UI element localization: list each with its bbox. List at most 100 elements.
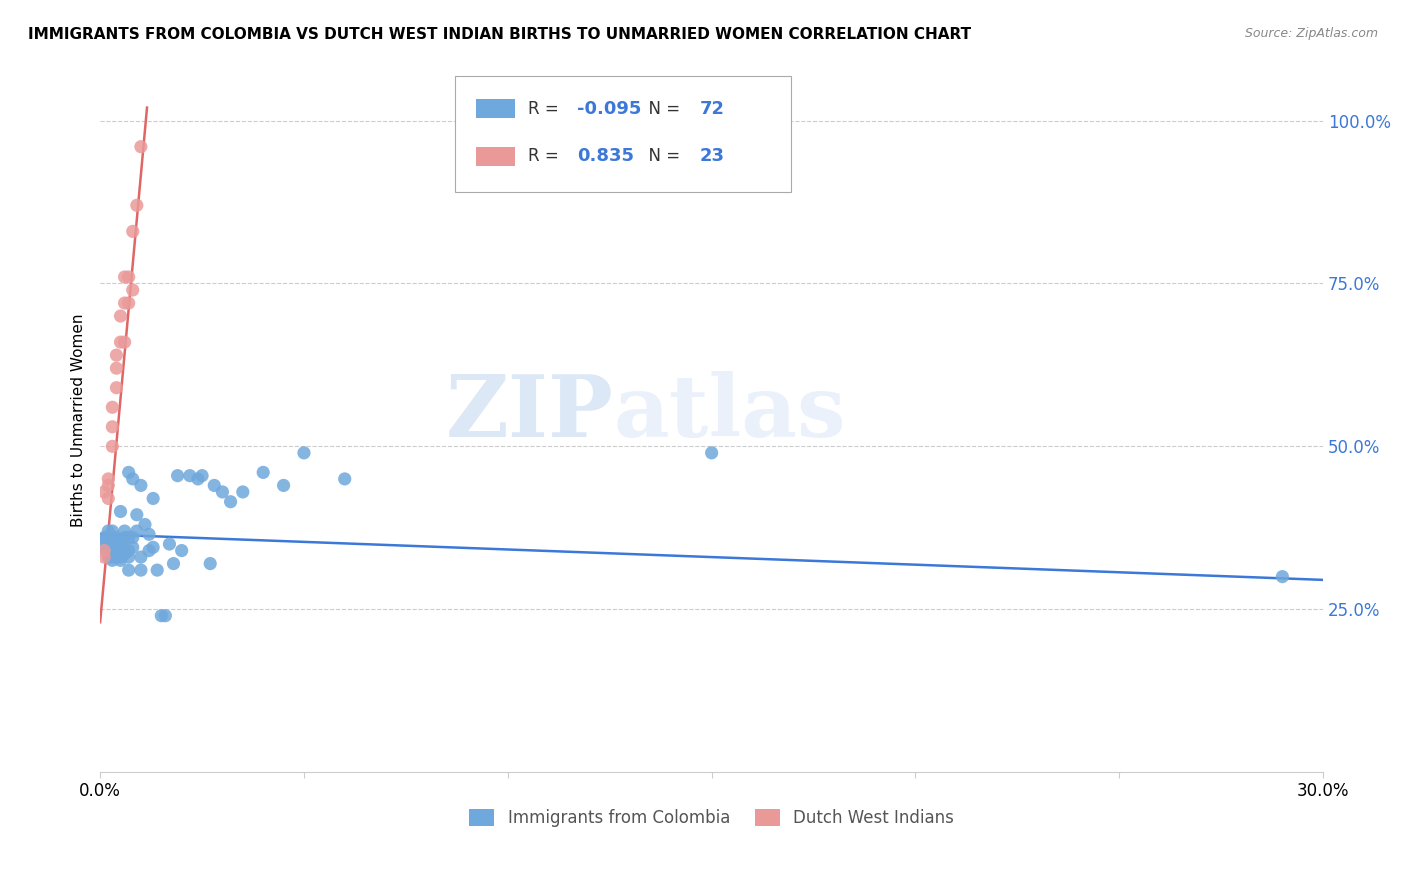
Point	[105, 381, 128, 395]
Point	[118, 563, 141, 577]
Text: R =: R =	[529, 147, 569, 165]
Y-axis label: Births to Unmarried Women: Births to Unmarried Women	[72, 313, 86, 527]
Point	[179, 468, 201, 483]
Point	[121, 531, 143, 545]
Point	[129, 563, 152, 577]
Point	[700, 446, 723, 460]
Text: 72: 72	[699, 100, 724, 118]
Text: Source: ZipAtlas.com: Source: ZipAtlas.com	[1244, 27, 1378, 40]
Point	[159, 537, 181, 551]
Point	[121, 224, 143, 238]
Point	[121, 472, 143, 486]
Point	[105, 537, 128, 551]
Point	[110, 504, 132, 518]
Point	[142, 491, 165, 506]
Text: N =: N =	[638, 147, 686, 165]
Point	[110, 547, 132, 561]
Point	[101, 547, 124, 561]
Bar	[475, 146, 515, 166]
Point	[125, 508, 148, 522]
Point	[93, 541, 115, 555]
Point	[101, 533, 124, 548]
Point	[97, 541, 120, 555]
Point	[170, 543, 193, 558]
Point	[202, 478, 225, 492]
Point	[105, 543, 128, 558]
Point	[101, 550, 124, 565]
Text: IMMIGRANTS FROM COLOMBIA VS DUTCH WEST INDIAN BIRTHS TO UNMARRIED WOMEN CORRELAT: IMMIGRANTS FROM COLOMBIA VS DUTCH WEST I…	[28, 27, 972, 42]
Point	[114, 543, 136, 558]
Point	[200, 557, 222, 571]
Point	[129, 139, 152, 153]
Point	[97, 472, 120, 486]
Point	[191, 468, 214, 483]
Point	[101, 439, 124, 453]
Point	[101, 401, 124, 415]
Legend: Immigrants from Colombia, Dutch West Indians: Immigrants from Colombia, Dutch West Ind…	[463, 803, 960, 834]
Point	[118, 270, 141, 285]
Point	[101, 537, 124, 551]
Point	[142, 541, 165, 555]
Text: -0.095: -0.095	[576, 100, 641, 118]
Point	[110, 541, 132, 555]
Point	[129, 478, 152, 492]
Point	[97, 524, 120, 538]
Point	[125, 198, 148, 212]
Point	[121, 283, 143, 297]
Point	[187, 472, 209, 486]
Point	[105, 547, 128, 561]
Text: 0.835: 0.835	[576, 147, 634, 165]
Point	[150, 608, 173, 623]
Point	[101, 419, 124, 434]
Point	[211, 485, 233, 500]
Point	[97, 533, 120, 548]
Point	[97, 543, 120, 558]
Bar	[475, 99, 515, 119]
Point	[105, 533, 128, 548]
Point	[333, 472, 356, 486]
Point	[114, 270, 136, 285]
Point	[101, 531, 124, 545]
Point	[121, 541, 143, 555]
Point	[138, 543, 160, 558]
Point	[114, 524, 136, 538]
Point	[232, 485, 254, 500]
Text: N =: N =	[638, 100, 686, 118]
Point	[166, 468, 188, 483]
Point	[110, 537, 132, 551]
Point	[105, 348, 128, 362]
Point	[93, 543, 115, 558]
Point	[292, 446, 315, 460]
Text: atlas: atlas	[614, 371, 846, 455]
Point	[105, 550, 128, 565]
Point	[93, 537, 115, 551]
Text: ZIP: ZIP	[446, 371, 614, 455]
Point	[138, 527, 160, 541]
Point	[97, 491, 120, 506]
Point	[110, 335, 132, 350]
Point	[1271, 569, 1294, 583]
Point	[118, 466, 141, 480]
Point	[134, 517, 156, 532]
Point	[101, 524, 124, 538]
Point	[97, 550, 120, 565]
Point	[252, 466, 274, 480]
Point	[118, 531, 141, 545]
Point	[129, 550, 152, 565]
Point	[93, 485, 115, 500]
FancyBboxPatch shape	[454, 76, 792, 192]
Point	[110, 550, 132, 565]
Point	[219, 494, 242, 508]
Point	[101, 553, 124, 567]
Point	[146, 563, 169, 577]
Point	[114, 531, 136, 545]
Point	[110, 553, 132, 567]
Point	[118, 550, 141, 565]
Point	[118, 296, 141, 310]
Point	[97, 478, 120, 492]
Point	[110, 309, 132, 323]
Point	[114, 335, 136, 350]
Text: R =: R =	[529, 100, 564, 118]
Point	[125, 524, 148, 538]
Point	[105, 361, 128, 376]
